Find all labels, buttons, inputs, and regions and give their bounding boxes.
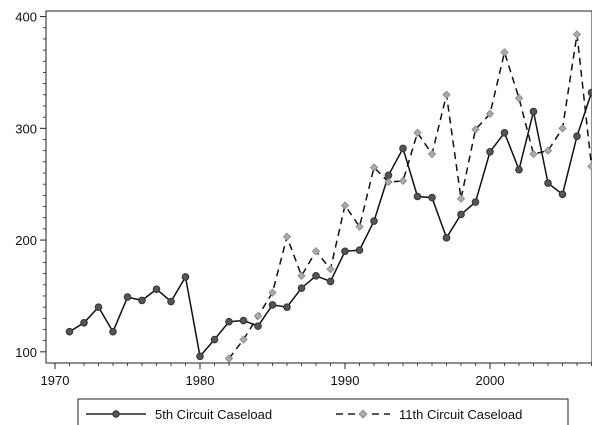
y-tick-label-200: 200 [15, 233, 37, 248]
series-0-point-1991 [355, 246, 364, 254]
series-0-point-1972 [80, 318, 88, 327]
series-1-point-2002 [514, 93, 524, 103]
series-0-point-1989 [326, 277, 335, 286]
legend-label-11th: 11th Circuit Caseload [399, 407, 522, 422]
series-0-point-2002 [515, 165, 523, 174]
series-0-point-1986 [283, 303, 291, 311]
series-line-0 [69, 92, 592, 358]
y-tick-label-100: 100 [15, 345, 37, 360]
series-0-point-1995 [413, 192, 422, 201]
series-1-point-1990 [340, 201, 350, 210]
series-1-point-1987 [297, 271, 306, 281]
series-1-point-1982 [224, 354, 234, 363]
axes: 100 200 300 400 1970 1980 1990 2000 [15, 10, 592, 388]
x-tick-label-1980: 1980 [186, 373, 215, 388]
series-0-point-2000 [486, 148, 494, 156]
series-0-point-1988 [312, 272, 320, 280]
series-1-point-1997 [442, 90, 451, 99]
series-1-point-2007 [587, 162, 592, 171]
series-0-point-2005 [558, 190, 567, 199]
series-1-point-1991 [355, 222, 364, 231]
series-0-point-1975 [123, 293, 132, 301]
series-1-point-1984 [253, 311, 263, 321]
series-0-point-1976 [138, 296, 146, 305]
series-0-point-1980 [196, 352, 204, 361]
series-1-point-1985 [268, 288, 277, 297]
series-0-point-1974 [109, 327, 117, 336]
series-0-point-1993 [384, 171, 393, 180]
x-tick-label-1990: 1990 [331, 373, 360, 388]
series-0-point-1981 [210, 335, 219, 344]
series-1-point-1988 [311, 247, 321, 256]
legend: 5th Circuit Caseload 11th Circuit Caselo… [77, 398, 569, 425]
series-1-point-1994 [398, 176, 408, 186]
series-1-point-1995 [413, 128, 422, 137]
series-0-point-1982 [225, 317, 233, 326]
series-0-point-1971 [65, 327, 74, 336]
series-0-point-1998 [457, 210, 465, 219]
series-0-point-1979 [181, 273, 190, 281]
legend-marker-5th [112, 410, 120, 418]
legend-marker-11th [358, 409, 368, 419]
series-0-point-2006 [573, 132, 581, 140]
series-0-point-1994 [399, 144, 407, 153]
series-0-point-1990 [341, 247, 349, 256]
series-line-1 [228, 34, 592, 359]
series-1-point-1996 [427, 149, 437, 159]
series-1-point-2001 [500, 48, 509, 57]
series-0-point-1987 [297, 284, 306, 292]
series-1-point-1986 [282, 232, 292, 241]
series-1-point-2000 [485, 109, 495, 118]
series-1-point-2006 [572, 30, 582, 39]
series-0-point-1977 [152, 285, 161, 294]
legend-box [77, 398, 569, 425]
series-0-point-2007 [587, 88, 592, 97]
series-0-point-1978 [167, 297, 175, 306]
series-1-point-2004 [543, 146, 553, 155]
series-layer [65, 30, 592, 363]
series-0-point-1999 [471, 198, 480, 206]
series-0-point-2004 [544, 179, 552, 187]
y-tick-label-300: 300 [15, 121, 37, 136]
series-0-point-1985 [268, 301, 277, 309]
series-1-point-1983 [239, 335, 248, 344]
series-1-point-1998 [456, 194, 466, 203]
series-1-point-2003 [529, 149, 538, 159]
series-1-point-1989 [326, 264, 335, 274]
series-0-point-1992 [370, 217, 378, 225]
series-0-point-2001 [500, 129, 509, 137]
series-0-point-1983 [239, 316, 248, 325]
y-tick-label-400: 400 [15, 10, 37, 25]
legend-label-5th: 5th Circuit Caseload [155, 407, 272, 422]
series-1-point-2005 [558, 124, 567, 133]
x-tick-label-1970: 1970 [41, 373, 70, 388]
series-0-point-2003 [529, 107, 538, 116]
series-1-point-1993 [384, 177, 393, 187]
series-1-point-1992 [369, 163, 379, 172]
plot-frame [45, 10, 592, 364]
series-0-point-1973 [94, 303, 103, 311]
series-0-point-1996 [428, 193, 436, 202]
series-1-point-1999 [471, 125, 480, 134]
series-0-point-1997 [442, 234, 451, 242]
x-tick-label-2000: 2000 [476, 373, 505, 388]
series-0-point-1984 [254, 322, 262, 330]
